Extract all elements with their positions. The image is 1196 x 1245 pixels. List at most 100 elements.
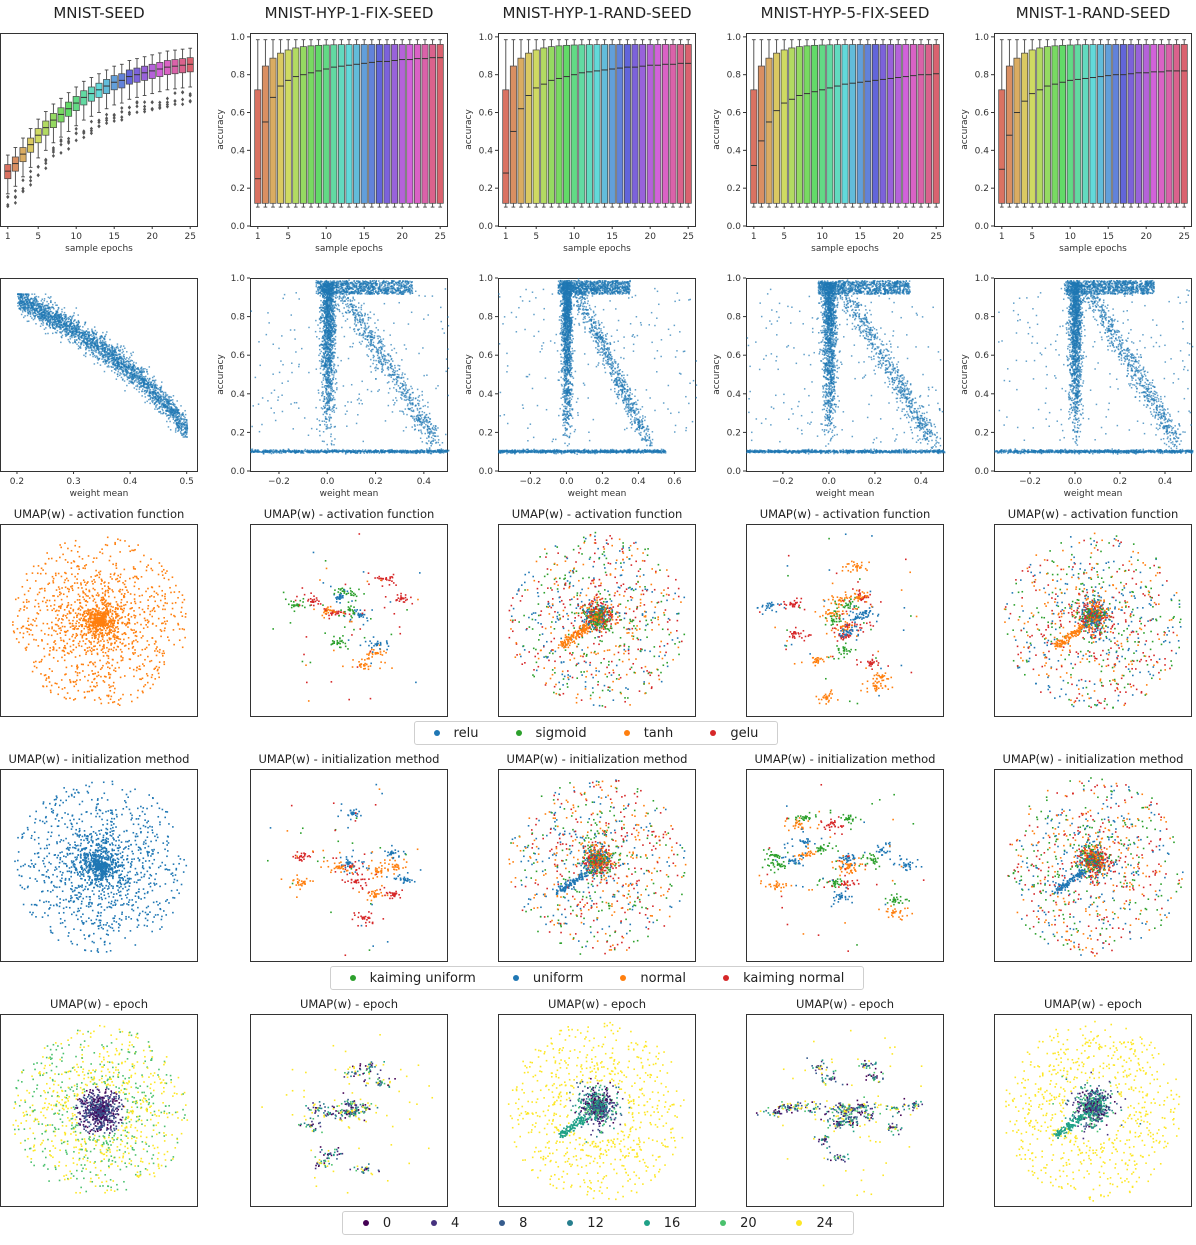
scatter-point [25, 308, 27, 310]
scatter-point [97, 346, 99, 349]
scatter-point [50, 321, 53, 324]
scatter-point [179, 419, 182, 422]
scatter-point [131, 367, 133, 369]
scatter-point [118, 357, 121, 360]
scatter-point [43, 316, 45, 319]
scatter-point [326, 341, 329, 343]
scatter-point [165, 398, 167, 401]
scatter-point [175, 427, 177, 430]
scatter-point [131, 382, 133, 384]
box [757, 65, 765, 204]
scatter-point [88, 332, 91, 334]
scatter-point [48, 325, 50, 328]
scatter-point [104, 360, 106, 363]
scatter-point [114, 350, 117, 353]
scatter-point [380, 449, 382, 452]
scatter-point [19, 302, 22, 305]
scatter-point [302, 452, 305, 454]
scatter-point [21, 296, 24, 298]
scatter-point [336, 307, 338, 310]
scatter-point [140, 382, 142, 384]
scatter-point [100, 352, 102, 354]
box [292, 47, 300, 204]
scatter-point [83, 331, 85, 334]
scatter-point [82, 333, 84, 335]
scatter-point [100, 335, 102, 338]
scatter-point [130, 376, 132, 379]
scatter-point [132, 375, 134, 378]
scatter-point [106, 347, 109, 350]
scatter-point [181, 432, 183, 435]
outlier [44, 166, 48, 171]
scatter-point [81, 331, 83, 334]
scatter-point [415, 450, 417, 453]
scatter-point [369, 450, 371, 453]
scatter-point [92, 355, 94, 358]
scatter-point [105, 333, 107, 336]
box [1142, 44, 1150, 204]
box [391, 44, 399, 204]
outlier [21, 188, 25, 193]
scatter-point [170, 406, 172, 408]
scatter-point [135, 385, 137, 387]
scatter-point [34, 312, 36, 314]
scatter-point [95, 351, 97, 353]
scatter-point [148, 386, 150, 389]
scatter-point [25, 293, 28, 295]
scatter-point [334, 450, 337, 453]
scatter-point [335, 449, 338, 451]
scatter-point [120, 376, 123, 379]
scatter-point [65, 330, 67, 333]
scatter-point [137, 368, 139, 370]
scatter-point [142, 378, 145, 381]
scatter-point [140, 378, 142, 380]
scatter-point [99, 364, 102, 366]
scatter-point [61, 336, 63, 339]
scatter-point [164, 395, 166, 397]
outlier [150, 106, 154, 111]
scatter-point [348, 450, 351, 452]
scatter-point [117, 347, 119, 349]
outlier [173, 91, 177, 96]
scatter-point [333, 364, 336, 366]
outlier [67, 146, 71, 151]
scatter-point [96, 331, 98, 334]
scatter-point [84, 355, 87, 358]
scatter-point [269, 449, 272, 451]
scatter-point [353, 451, 355, 453]
scatter-point [84, 321, 87, 324]
scatter-point [119, 350, 121, 353]
scatter-point [117, 369, 120, 371]
scatter-point [23, 301, 25, 303]
outlier [59, 142, 63, 147]
scatter-point [120, 358, 123, 360]
box [616, 44, 624, 204]
scatter-point [77, 314, 79, 316]
scatter-point [315, 451, 317, 454]
x-tick-label: 20 [146, 232, 158, 242]
scatter-point [318, 338, 321, 340]
scatter-point [179, 424, 181, 427]
box [337, 44, 345, 204]
scatter-point [130, 381, 132, 384]
scatter-point [151, 397, 154, 399]
outlier [13, 195, 17, 200]
scatter-point [154, 384, 157, 386]
scatter-point [395, 450, 397, 453]
box [555, 45, 563, 204]
scatter-point [135, 362, 137, 364]
scatter-point [135, 375, 137, 377]
scatter-point [369, 449, 371, 452]
scatter-point [116, 356, 118, 359]
scatter-point [34, 296, 36, 298]
scatter-point [331, 387, 333, 390]
scatter-point [134, 370, 136, 372]
scatter-point [30, 309, 32, 312]
box [570, 44, 578, 204]
scatter-point [116, 373, 119, 375]
scatter-point [297, 451, 299, 454]
scatter-point [176, 400, 178, 402]
scatter-point [393, 450, 396, 453]
scatter-point [438, 448, 441, 451]
scatter-point [56, 314, 58, 316]
